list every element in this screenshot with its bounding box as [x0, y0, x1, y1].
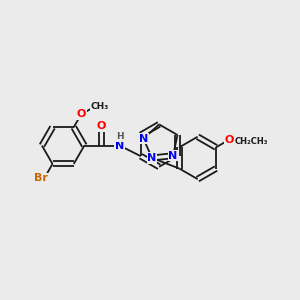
Text: O: O	[97, 121, 106, 131]
Text: N: N	[169, 151, 178, 161]
Text: N: N	[139, 134, 148, 144]
Text: CH₃: CH₃	[91, 102, 109, 111]
Text: Br: Br	[34, 173, 48, 183]
Text: H: H	[116, 132, 124, 141]
Text: O: O	[76, 110, 86, 119]
Text: N: N	[115, 141, 124, 151]
Text: O: O	[225, 135, 234, 145]
Text: CH₂CH₃: CH₂CH₃	[234, 137, 268, 146]
Text: N: N	[147, 153, 157, 163]
